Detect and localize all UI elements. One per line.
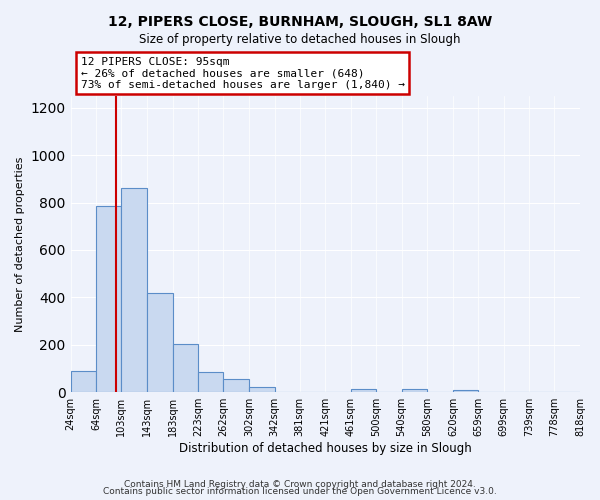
- Bar: [249, 388, 275, 392]
- Text: 12, PIPERS CLOSE, BURNHAM, SLOUGH, SL1 8AW: 12, PIPERS CLOSE, BURNHAM, SLOUGH, SL1 8…: [108, 15, 492, 29]
- Text: 12 PIPERS CLOSE: 95sqm
← 26% of detached houses are smaller (648)
73% of semi-de: 12 PIPERS CLOSE: 95sqm ← 26% of detached…: [81, 57, 405, 90]
- Y-axis label: Number of detached properties: Number of detached properties: [15, 156, 25, 332]
- Bar: [147, 292, 173, 392]
- Bar: [71, 371, 96, 392]
- Text: Size of property relative to detached houses in Slough: Size of property relative to detached ho…: [139, 32, 461, 46]
- Bar: [351, 388, 376, 392]
- Bar: [173, 344, 198, 392]
- Bar: [453, 390, 478, 392]
- Bar: [96, 206, 121, 392]
- Bar: [401, 388, 427, 392]
- Bar: [223, 379, 249, 392]
- Bar: [121, 188, 147, 392]
- X-axis label: Distribution of detached houses by size in Slough: Distribution of detached houses by size …: [179, 442, 472, 455]
- Text: Contains HM Land Registry data © Crown copyright and database right 2024.: Contains HM Land Registry data © Crown c…: [124, 480, 476, 489]
- Text: Contains public sector information licensed under the Open Government Licence v3: Contains public sector information licen…: [103, 488, 497, 496]
- Bar: [198, 372, 223, 392]
